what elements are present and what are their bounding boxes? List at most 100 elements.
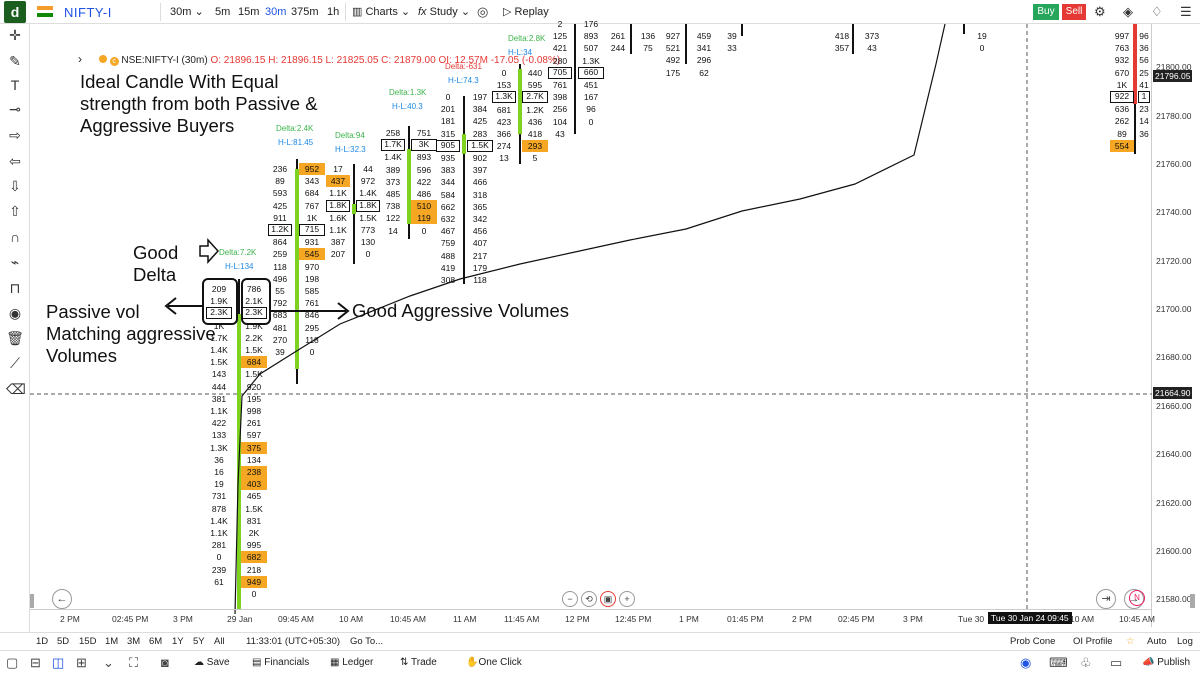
study-button[interactable]: fx Study ⌄ — [418, 6, 471, 18]
screenshot-icon[interactable]: ▣ — [600, 591, 616, 607]
sell-button[interactable]: Sell — [1062, 4, 1086, 20]
goto-button[interactable]: Go To... — [350, 636, 384, 647]
zoom-in-icon[interactable]: + — [619, 591, 635, 607]
chart-area[interactable]: › c NSE:NIFTY-I (30m) O: 21896.15 H: 218… — [30, 19, 1152, 627]
prob-cone-button[interactable]: Prob Cone — [1010, 636, 1056, 647]
footprint-cell: 197 — [472, 92, 488, 102]
app-logo[interactable]: d — [4, 1, 26, 23]
interval-dropdown[interactable]: 30m ⌄ — [170, 4, 204, 20]
price-label: 21700.00 — [1156, 304, 1192, 314]
save-button[interactable]: ☁ Save — [194, 657, 230, 668]
layout-split-h-icon[interactable]: ⊟ — [30, 655, 41, 670]
footprint-cell: 280 — [552, 55, 568, 66]
layout-grid-icon[interactable]: ⊞ — [76, 655, 87, 670]
snapshot-icon[interactable]: ◙ — [161, 655, 169, 670]
ledger-button[interactable]: ▦ Ledger — [330, 657, 373, 668]
footprint-cell: 119 — [411, 212, 437, 225]
arrow-left-icon[interactable]: ⇦ — [9, 153, 21, 169]
collapse-chevron-icon[interactable]: › — [78, 52, 82, 66]
interval-30m[interactable]: 30m — [265, 6, 287, 18]
range-1d[interactable]: 1D — [36, 636, 49, 647]
crosshair-icon[interactable]: ✛ — [9, 27, 21, 43]
replay-button[interactable]: ▷ Replay — [503, 4, 549, 20]
passive-volume-highlight-box — [202, 278, 238, 325]
range-6m[interactable]: 6M — [149, 636, 163, 647]
symbol-search[interactable]: NIFTY-I — [64, 5, 112, 20]
range-1m[interactable]: 1M — [105, 636, 119, 647]
range-5d[interactable]: 5D — [57, 636, 70, 647]
video-icon[interactable]: ▭ — [1110, 655, 1123, 670]
instagram-icon[interactable]: ◎ — [477, 4, 489, 19]
remove-drawings-icon[interactable]: ⌫ — [6, 381, 26, 397]
footprint-cell: 118 — [473, 275, 487, 285]
price-axis[interactable]: 21800.00 21780.00 21760.00 21740.00 2172… — [1152, 24, 1200, 627]
arrow-right-icon[interactable]: ⇨ — [9, 127, 21, 143]
range-all[interactable]: All — [214, 636, 225, 647]
range-1y[interactable]: 1Y — [172, 636, 184, 647]
scroll-handle-right[interactable] — [1190, 594, 1195, 608]
keyboard-icon[interactable]: ⌨ — [1049, 655, 1068, 670]
financials-button[interactable]: ▤ Financials — [252, 657, 309, 668]
interval-375m[interactable]: 375m — [291, 6, 319, 18]
range-5y[interactable]: 5Y — [193, 636, 205, 647]
layout-more-icon[interactable]: ⌄ — [103, 655, 114, 670]
auto-scale-button[interactable]: Auto — [1147, 636, 1167, 647]
one-click-button[interactable]: ✋One Click — [466, 657, 522, 668]
interval-15m[interactable]: 15m — [238, 6, 260, 18]
text-icon[interactable]: T — [10, 77, 20, 93]
oi-profile-button[interactable]: OI Profile — [1073, 636, 1113, 647]
footprint-cell: 593 — [272, 188, 288, 199]
fullscreen-icon[interactable]: ⛶ — [129, 655, 139, 670]
scroll-left-button[interactable]: ← — [52, 589, 72, 609]
eye-icon[interactable]: ◉ — [8, 305, 22, 321]
arrow-down-icon[interactable]: ⇩ — [9, 178, 21, 194]
menu-icon[interactable]: ☰ — [1180, 4, 1192, 19]
news-badge-icon[interactable]: N — [1129, 590, 1145, 606]
discord-icon[interactable]: ◉ — [1020, 655, 1032, 670]
footprint-cell: 902 — [472, 153, 488, 163]
zoom-out-icon[interactable]: − — [562, 591, 578, 607]
lightbulb-icon[interactable]: ♧ — [1080, 655, 1092, 670]
annotation-line: Passive vol — [46, 301, 140, 322]
price-label: 21620.00 — [1156, 498, 1192, 508]
range-3m[interactable]: 3M — [127, 636, 141, 647]
magnet-icon[interactable]: ∩ — [9, 229, 21, 245]
charts-button[interactable]: ▥ Charts ⌄ — [352, 6, 411, 18]
lock-icon[interactable]: ⊓ — [9, 280, 21, 296]
layers-icon[interactable]: ◈ — [1123, 4, 1133, 19]
time-label: 3 PM — [173, 614, 193, 624]
clock[interactable]: 11:33:01 (UTC+05:30) — [246, 636, 341, 647]
time-label: 29 Jan — [227, 614, 253, 624]
trade-button[interactable]: ⇅ Trade — [400, 657, 437, 668]
time-label: 10:45 AM — [390, 614, 426, 624]
bell-icon[interactable]: ♢ — [1151, 4, 1163, 19]
log-scale-button[interactable]: Log — [1177, 636, 1193, 647]
brush-icon[interactable]: ⌁ — [10, 254, 20, 270]
layout-single-icon[interactable]: ▢ — [6, 655, 19, 670]
aggressive-arrow-head — [337, 302, 350, 320]
interval-1h[interactable]: 1h — [327, 6, 340, 18]
hl-label: H-L:34 — [508, 48, 533, 57]
footprint-cell: 0 — [309, 347, 315, 357]
range-15d[interactable]: 15D — [79, 636, 97, 647]
gear-icon[interactable]: ⚙ — [1094, 4, 1106, 19]
layout-split-v-icon[interactable]: ◫ — [52, 655, 65, 670]
delta-label: Delta:2.4K — [276, 124, 314, 133]
footprint-cell: 1K — [1116, 79, 1128, 90]
footprint-cell: 274 — [496, 141, 512, 152]
interval-5m[interactable]: 5m — [215, 6, 231, 18]
pencil-icon[interactable]: ✎ — [9, 53, 21, 69]
buy-button[interactable]: Buy — [1033, 4, 1059, 20]
footprint-cell: 1.3K — [492, 91, 516, 104]
time-axis[interactable]: 2 PM 02:45 PM 3 PM 29 Jan 09:45 AM 10 AM… — [30, 609, 1155, 627]
trash-icon[interactable]: 🗑 — [6, 330, 24, 346]
line-tool-icon[interactable]: ⊸ — [9, 101, 21, 117]
scroll-to-latest-button[interactable]: ⇥ — [1096, 589, 1116, 609]
footprint-cell: 296 — [696, 55, 712, 66]
arrow-up-icon[interactable]: ⇧ — [9, 203, 21, 219]
reset-zoom-icon[interactable]: ⟲ — [581, 591, 597, 607]
star-icon[interactable]: ☆ — [1126, 636, 1135, 647]
scroll-handle-left[interactable] — [30, 594, 34, 608]
ruler-icon[interactable]: ⟋ — [10, 355, 20, 371]
publish-button[interactable]: 📣 Publish — [1142, 657, 1190, 668]
